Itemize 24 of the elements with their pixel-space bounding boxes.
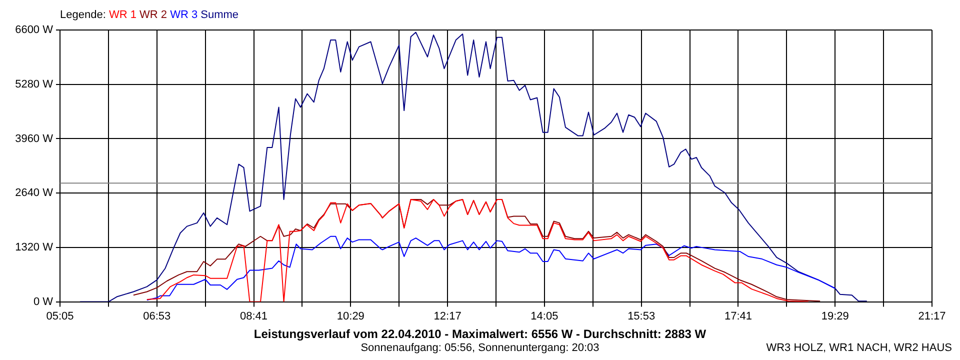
y-tick-label: 1320 W <box>15 241 54 254</box>
text: WR 1 <box>108 9 136 21</box>
x-tick-label: 06:53 <box>143 310 171 322</box>
y-tick-label: 5280 W <box>15 78 54 90</box>
x-tick-label: 12:17 <box>434 310 462 322</box>
y-tick-label: 3960 W <box>15 132 54 145</box>
text: WR 3 <box>169 9 198 21</box>
y-tick-label: 2640 W <box>15 187 54 200</box>
x-tick-label: 14:05 <box>530 310 558 322</box>
x-tick-label: 08:41 <box>240 310 268 322</box>
text: Sonnenaufgang: 05:56, Sonnenuntergang: 20:03 <box>360 342 600 354</box>
x-tick-label: 15:53 <box>628 310 656 322</box>
x-tick-label: 17:41 <box>724 310 752 322</box>
x-tick-label: 21:17 <box>918 310 946 322</box>
y-tick-label: 0 W <box>33 296 54 308</box>
text: Summe <box>200 9 239 21</box>
legend-title: Legende: <box>60 9 106 21</box>
y-tick-label: 6600 W <box>15 24 54 36</box>
x-tick-label: 19:29 <box>821 310 849 322</box>
text: WR 2 <box>138 9 168 21</box>
x-tick-label: 10:29 <box>336 310 364 322</box>
text: WR3 HOLZ, WR1 NACH, WR2 HAUS <box>766 342 952 354</box>
text: Leistungsverlauf vom 22.04.2010 - Maximalwert: 6556 W - Durchschnitt: 2883 W <box>252 327 708 341</box>
x-tick-label: 05:05 <box>46 310 74 322</box>
